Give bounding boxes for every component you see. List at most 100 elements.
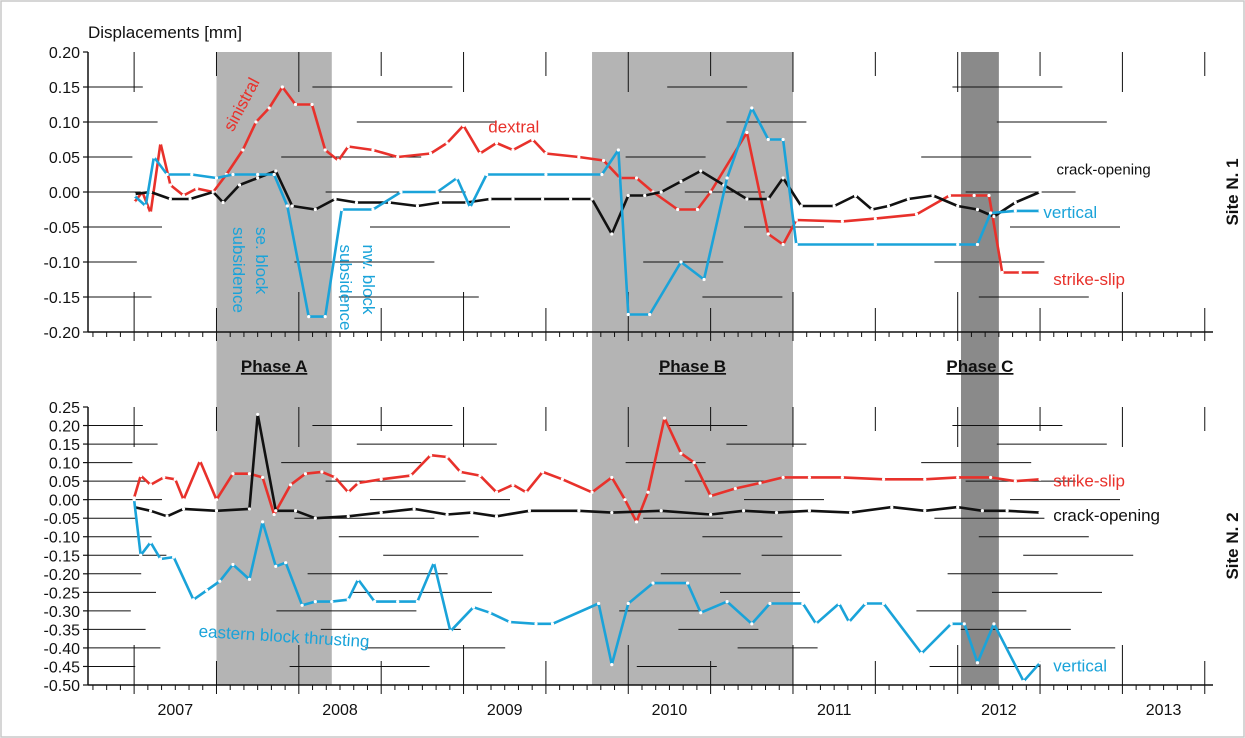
- data-point: [214, 509, 219, 513]
- data-point: [947, 193, 952, 198]
- data-point: [172, 555, 176, 559]
- data-point: [914, 212, 919, 216]
- data-point: [191, 598, 196, 602]
- data-point: [494, 490, 499, 494]
- data-point: [181, 498, 186, 502]
- y-tick-label: -0.15: [44, 290, 81, 307]
- data-point: [849, 511, 853, 515]
- data-point: [158, 141, 163, 145]
- data-point: [256, 172, 260, 177]
- data-point: [488, 197, 492, 201]
- data-point: [1018, 270, 1022, 275]
- data-point: [260, 475, 265, 480]
- data-point: [989, 475, 993, 480]
- y-tick-label: -0.20: [44, 567, 81, 584]
- data-point: [863, 601, 868, 606]
- data-point: [544, 172, 548, 177]
- data-point: [254, 120, 258, 124]
- data-point: [931, 193, 935, 198]
- data-point: [676, 207, 680, 212]
- data-point: [396, 155, 400, 159]
- x-year-label: 2007: [158, 702, 194, 719]
- data-point: [992, 622, 996, 626]
- data-point: [906, 197, 910, 201]
- data-point: [399, 190, 403, 194]
- data-point: [293, 102, 298, 107]
- data-point: [1038, 270, 1042, 275]
- data-point: [881, 601, 886, 606]
- data-point: [679, 451, 683, 455]
- data-point: [600, 172, 604, 177]
- data-point: [511, 148, 515, 152]
- data-point: [438, 200, 443, 205]
- data-point: [448, 629, 452, 633]
- x-year-label: 2013: [1146, 702, 1182, 719]
- data-point: [766, 232, 770, 236]
- x-year-label: 2012: [981, 702, 1017, 719]
- y-tick-label: -0.15: [44, 548, 81, 565]
- data-point: [832, 204, 836, 208]
- y-tick-label: 0.20: [49, 45, 80, 62]
- data-point: [471, 605, 476, 609]
- data-point: [987, 193, 991, 198]
- data-point: [333, 197, 337, 201]
- data-point: [648, 312, 652, 317]
- data-point: [956, 505, 960, 509]
- data-point: [274, 509, 278, 513]
- data-point: [290, 204, 294, 208]
- data-point: [148, 190, 153, 194]
- data-point: [634, 520, 639, 524]
- data-point: [550, 622, 555, 626]
- data-point: [1038, 209, 1042, 213]
- data-point: [508, 620, 512, 624]
- data-series: [132, 85, 1042, 683]
- y-tick-label: 0.10: [49, 456, 80, 473]
- data-point: [601, 158, 606, 163]
- data-point: [975, 242, 980, 247]
- data-point: [524, 490, 528, 494]
- data-point: [272, 172, 276, 177]
- data-point: [214, 176, 219, 180]
- data-point: [923, 509, 927, 513]
- data-point: [256, 412, 260, 417]
- data-point: [949, 622, 953, 626]
- series-annotation: strike-slip: [1053, 471, 1125, 490]
- data-point: [354, 200, 359, 205]
- y-tick-label: -0.40: [44, 641, 81, 658]
- data-point: [610, 232, 614, 236]
- data-point: [396, 600, 400, 604]
- data-point: [923, 477, 927, 481]
- data-point: [610, 511, 614, 515]
- data-point: [975, 207, 980, 212]
- data-point: [320, 470, 324, 474]
- y-tick-label: -0.10: [44, 255, 81, 272]
- data-point: [781, 137, 785, 142]
- data-point: [741, 509, 746, 513]
- data-point: [1013, 200, 1017, 205]
- data-point: [781, 475, 785, 480]
- data-point: [313, 516, 317, 520]
- data-point: [527, 509, 532, 513]
- data-point: [310, 102, 314, 107]
- data-point: [1013, 209, 1017, 213]
- site-label: Site N. 2: [1223, 512, 1242, 579]
- data-point: [485, 172, 489, 177]
- data-point: [837, 601, 841, 606]
- data-point: [569, 197, 573, 201]
- data-point: [1005, 509, 1009, 513]
- data-point: [814, 622, 818, 626]
- data-point: [148, 211, 153, 215]
- data-point: [346, 490, 350, 494]
- data-point: [643, 193, 647, 198]
- data-point: [634, 176, 639, 180]
- data-point: [260, 520, 265, 524]
- x-year-label: 2011: [817, 702, 852, 719]
- data-point: [293, 509, 298, 513]
- y-tick-label: -0.35: [44, 622, 81, 639]
- data-point: [494, 514, 499, 518]
- series-annotation: crack-opening: [1057, 162, 1151, 179]
- data-point: [412, 507, 416, 511]
- data-point: [758, 481, 762, 485]
- data-point: [699, 611, 703, 615]
